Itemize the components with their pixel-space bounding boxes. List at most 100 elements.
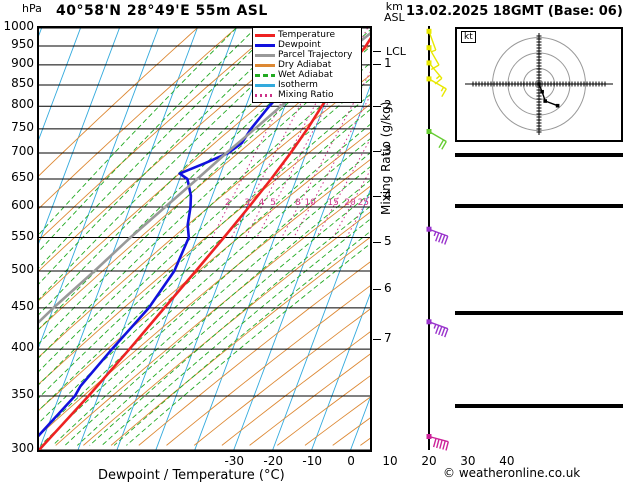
- pressure-axis-unit-label: hPa: [22, 2, 42, 15]
- temperature-tick-label: 0: [347, 454, 355, 468]
- wet-adiabat-line: [126, 243, 370, 446]
- temperature-tick-label: -30: [224, 454, 245, 468]
- hodograph-stats-table: [455, 404, 623, 408]
- dry-adiabat-line: [39, 28, 276, 241]
- altitude-tick-mark: [373, 151, 381, 153]
- legend-swatch: [255, 83, 275, 87]
- mixing-ratio-label: 3: [244, 198, 250, 208]
- wind-barb: [426, 28, 437, 53]
- wind-barb: [426, 45, 440, 71]
- legend-item: Parcel Trajectory: [255, 50, 358, 60]
- hodograph-point: [540, 89, 544, 94]
- pressure-tick-label: 400: [11, 340, 34, 355]
- legend-item: Mixing Ratio: [255, 90, 358, 100]
- pressure-tick-label: 600: [11, 198, 34, 213]
- mixing-ratio-label: 4: [259, 198, 265, 208]
- general-indices-table: [455, 153, 623, 157]
- wind-barb: [426, 434, 449, 451]
- altitude-tick-mark: [373, 241, 381, 243]
- legend-label: Parcel Trajectory: [278, 49, 353, 60]
- temperature-tick-label: 30: [460, 454, 476, 468]
- isotherm-line: [39, 28, 81, 140]
- wet-adiabat-line: [40, 152, 370, 446]
- pressure-tick-label: 500: [11, 261, 34, 276]
- mixing-ratio-axis-label: Mixing Ratio (g/kg): [379, 101, 393, 215]
- surface-indices-table: [455, 204, 623, 208]
- legend-swatch: [255, 43, 275, 47]
- altitude-tick-mark: [373, 289, 381, 291]
- wet-adiabat-line: [64, 179, 370, 446]
- mixing-ratio-label: 15: [327, 198, 338, 208]
- dry-adiabat-line: [193, 308, 370, 446]
- pressure-tick-label: 1000: [3, 19, 34, 33]
- isotherm-line: [272, 189, 370, 450]
- wet-adiabat-line: [39, 28, 237, 235]
- legend-swatch: [255, 53, 275, 57]
- page-title: 40°58'N 28°49'E 55m ASL: [56, 3, 268, 19]
- mixing-ratio-label: 5: [270, 198, 276, 208]
- pressure-tick-label: 900: [11, 55, 34, 70]
- legend-label: Mixing Ratio: [278, 89, 334, 100]
- wet-adiabat-line: [39, 28, 257, 252]
- temperature-tick-label: -10: [302, 454, 322, 468]
- wet-adiabat-line: [39, 28, 315, 300]
- temperature-tick-label: 40: [499, 454, 515, 468]
- wet-adiabat-line: [39, 94, 370, 399]
- legend: Temperature Dewpoint Parcel Trajectory Dry …: [252, 27, 362, 103]
- mixing-ratio-label: 2: [225, 198, 231, 208]
- wet-adiabat-line: [76, 193, 370, 446]
- wet-adiabat-line: [39, 123, 370, 424]
- altitude-tick-label: 4: [384, 187, 392, 202]
- pressure-tick-label: 950: [11, 36, 34, 51]
- wind-barb: [426, 76, 447, 98]
- altitude-tick-label: 7: [384, 330, 392, 345]
- legend-item: Temperature: [255, 30, 358, 40]
- wind-barb: [426, 319, 449, 338]
- hodograph-point: [537, 82, 541, 86]
- pressure-tick-label: 850: [11, 75, 34, 90]
- hodograph-unit-label: kt: [461, 31, 476, 43]
- x-axis-label: Dewpoint / Temperature (°C): [98, 468, 285, 483]
- mixing-ratio-line: [211, 28, 321, 238]
- isotherm-line: [39, 28, 198, 450]
- pressure-tick-label: 800: [11, 97, 34, 112]
- pressure-tick-label: 550: [11, 228, 34, 243]
- dry-adiabat-line: [39, 159, 370, 437]
- pressure-tick-label: 450: [11, 298, 34, 313]
- pressure-tick-label: 300: [11, 441, 34, 455]
- wet-adiabat-line: [39, 28, 276, 269]
- legend-swatch: [255, 33, 275, 37]
- altitude-tick-mark: [373, 63, 381, 65]
- dry-adiabat-line: [110, 236, 370, 446]
- most-unstable-indices-table: [455, 311, 623, 315]
- mixing-ratio-label: 8: [295, 198, 301, 208]
- altitude-tick-label: 5: [384, 233, 392, 248]
- legend-label: Wet Adiabat: [278, 69, 333, 80]
- km-label-line1: km: [385, 0, 403, 13]
- legend-item: Wet Adiabat: [255, 70, 358, 80]
- legend-label: Temperature: [278, 29, 336, 40]
- legend-label: Dewpoint: [278, 39, 321, 50]
- mixing-ratio-label: 25: [358, 198, 369, 208]
- temperature-tick-label: -20: [263, 454, 284, 468]
- mixing-ratio-label: 20: [344, 198, 356, 208]
- wet-adiabat-line: [39, 138, 370, 436]
- dry-adiabat-line: [138, 261, 370, 446]
- pressure-tick-label: 750: [11, 119, 34, 134]
- legend-label: Isotherm: [278, 79, 318, 90]
- hodograph[interactable]: [455, 27, 623, 142]
- km-label-line2: ASL: [384, 11, 405, 24]
- mixing-ratio-label: 10: [304, 198, 316, 208]
- isotherm-line: [311, 293, 370, 450]
- wet-adiabat-line: [101, 218, 370, 446]
- isotherm-line: [116, 28, 276, 450]
- pressure-tick-label: 650: [11, 169, 34, 184]
- lcl-tick-mark: [373, 51, 381, 53]
- legend-swatch: [255, 63, 275, 67]
- altitude-tick-label: 6: [384, 281, 392, 296]
- altitude-tick-mark: [373, 106, 381, 108]
- altitude-tick-label: 2: [384, 98, 392, 113]
- wind-barb: [426, 129, 447, 150]
- altitude-tick-label: 1: [384, 55, 392, 70]
- hodograph-canvas: [465, 33, 613, 135]
